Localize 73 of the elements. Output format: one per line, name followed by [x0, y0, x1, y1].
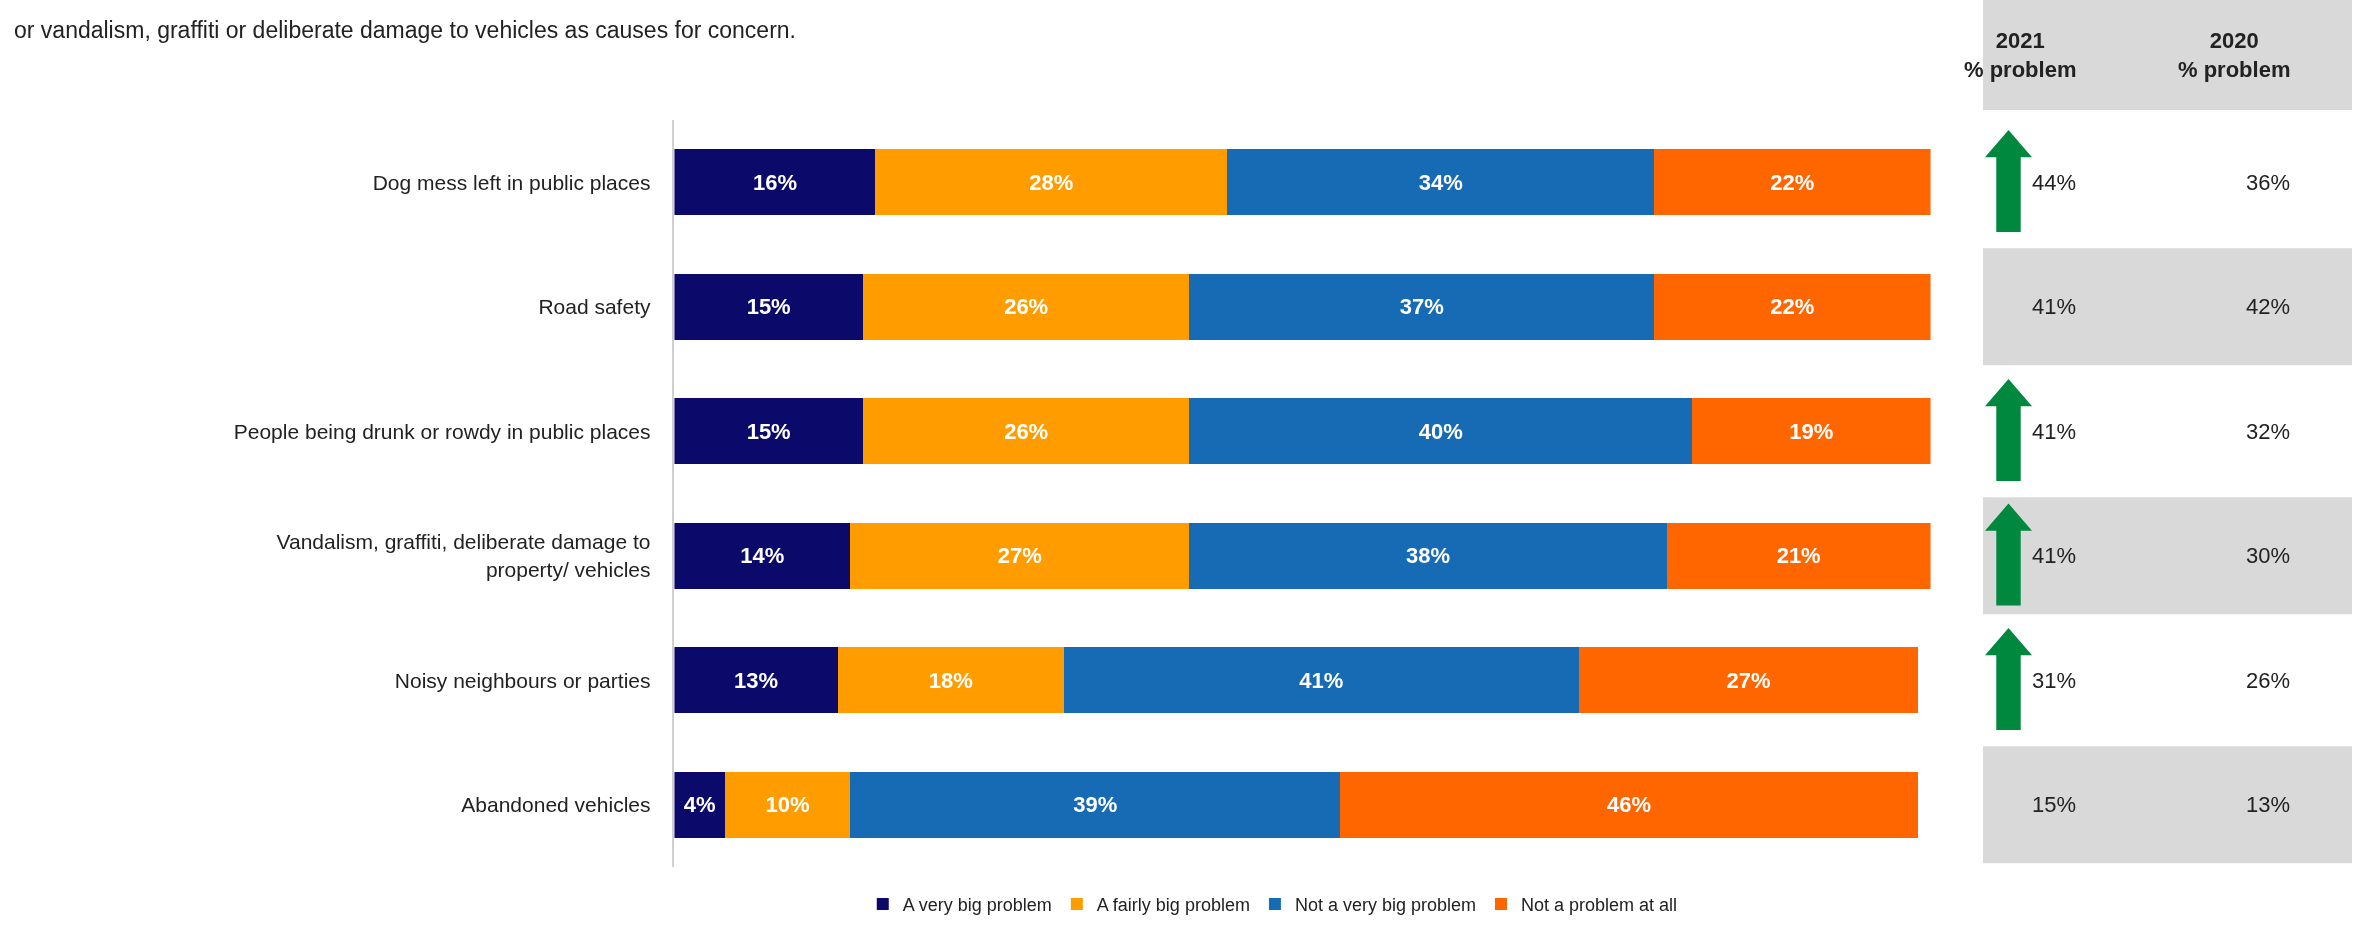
bar — [674, 149, 876, 216]
text: or vandalism, graffiti or deliberate damage to vehicles as causes for concern. — [14, 17, 796, 43]
y-tick-label: Abandoned vehicles — [461, 793, 651, 817]
data-label: 22% — [1770, 294, 1815, 320]
bar — [674, 273, 863, 340]
text: 26% — [2246, 668, 2291, 693]
data-label: 34% — [1418, 169, 1463, 195]
legend-label: A fairly big problem — [1096, 895, 1250, 916]
y-tick-label: Dog mess left in public places — [372, 170, 651, 194]
text: 31% — [2032, 668, 2077, 693]
data-label: 10% — [765, 792, 810, 818]
text: 41% — [2032, 294, 2077, 319]
bar — [674, 771, 725, 838]
data-label: 14% — [740, 543, 785, 569]
bar — [862, 273, 1190, 340]
legend-label: Not a problem at all — [1521, 895, 1678, 916]
data-label: 27% — [997, 543, 1042, 569]
bar — [1189, 273, 1655, 340]
data-label: 40% — [1418, 418, 1463, 444]
data-label: 28% — [1029, 169, 1074, 195]
bar — [1666, 522, 1931, 589]
bar — [724, 771, 851, 838]
data-label: 19% — [1789, 418, 1834, 444]
text: 44% — [2032, 170, 2077, 195]
legend-label: Not a very big problem — [1294, 895, 1477, 916]
y-tick-label: People being drunk or rowdy in public places — [233, 419, 651, 443]
data-label: 15% — [746, 294, 791, 320]
text: 2021 % problem — [1964, 28, 2077, 82]
bar — [674, 647, 838, 714]
data-label: 38% — [1406, 543, 1451, 569]
bar — [1063, 647, 1579, 714]
data-label: 4% — [683, 792, 716, 818]
text: 2020 % problem — [2178, 28, 2291, 82]
text: 36% — [2246, 170, 2291, 195]
data-label: 16% — [752, 169, 797, 195]
bar — [674, 398, 863, 465]
bar — [1340, 771, 1918, 838]
text: 13% — [2246, 792, 2291, 817]
bar — [1189, 398, 1692, 465]
data-label: 26% — [1004, 294, 1049, 320]
y-tick-label: Vandalism, graffiti, deliberate damage to property/ vehicles — [276, 530, 651, 581]
bar — [850, 771, 1341, 838]
bar — [674, 522, 851, 589]
data-label: 18% — [928, 667, 973, 693]
bar — [1654, 149, 1931, 216]
bar — [1189, 522, 1667, 589]
bar — [1578, 647, 1918, 714]
data-label: 13% — [734, 667, 779, 693]
data-label: 27% — [1726, 667, 1771, 693]
text: 32% — [2246, 419, 2291, 444]
data-label: 46% — [1607, 792, 1652, 818]
data-label: 22% — [1770, 169, 1815, 195]
text: 30% — [2246, 543, 2291, 568]
text: 15% — [2032, 792, 2077, 817]
bar — [875, 149, 1228, 216]
data-label: 39% — [1073, 792, 1118, 818]
bar — [1227, 149, 1655, 216]
bar — [850, 522, 1190, 589]
text: 41% — [2032, 419, 2077, 444]
data-label: 21% — [1776, 543, 1821, 569]
data-label: 15% — [746, 418, 791, 444]
data-label: 41% — [1299, 667, 1344, 693]
data-label: 26% — [1004, 418, 1049, 444]
y-tick-label: Road safety — [538, 295, 651, 319]
y-tick-label: Noisy neighbours or parties — [394, 668, 651, 692]
data-label: 37% — [1399, 294, 1444, 320]
bar — [862, 398, 1190, 465]
bar — [1654, 273, 1931, 340]
bar — [837, 647, 1064, 714]
text: 41% — [2032, 543, 2077, 568]
legend-label: A very big problem — [902, 895, 1052, 916]
text: 42% — [2246, 294, 2291, 319]
bar — [1691, 398, 1931, 465]
